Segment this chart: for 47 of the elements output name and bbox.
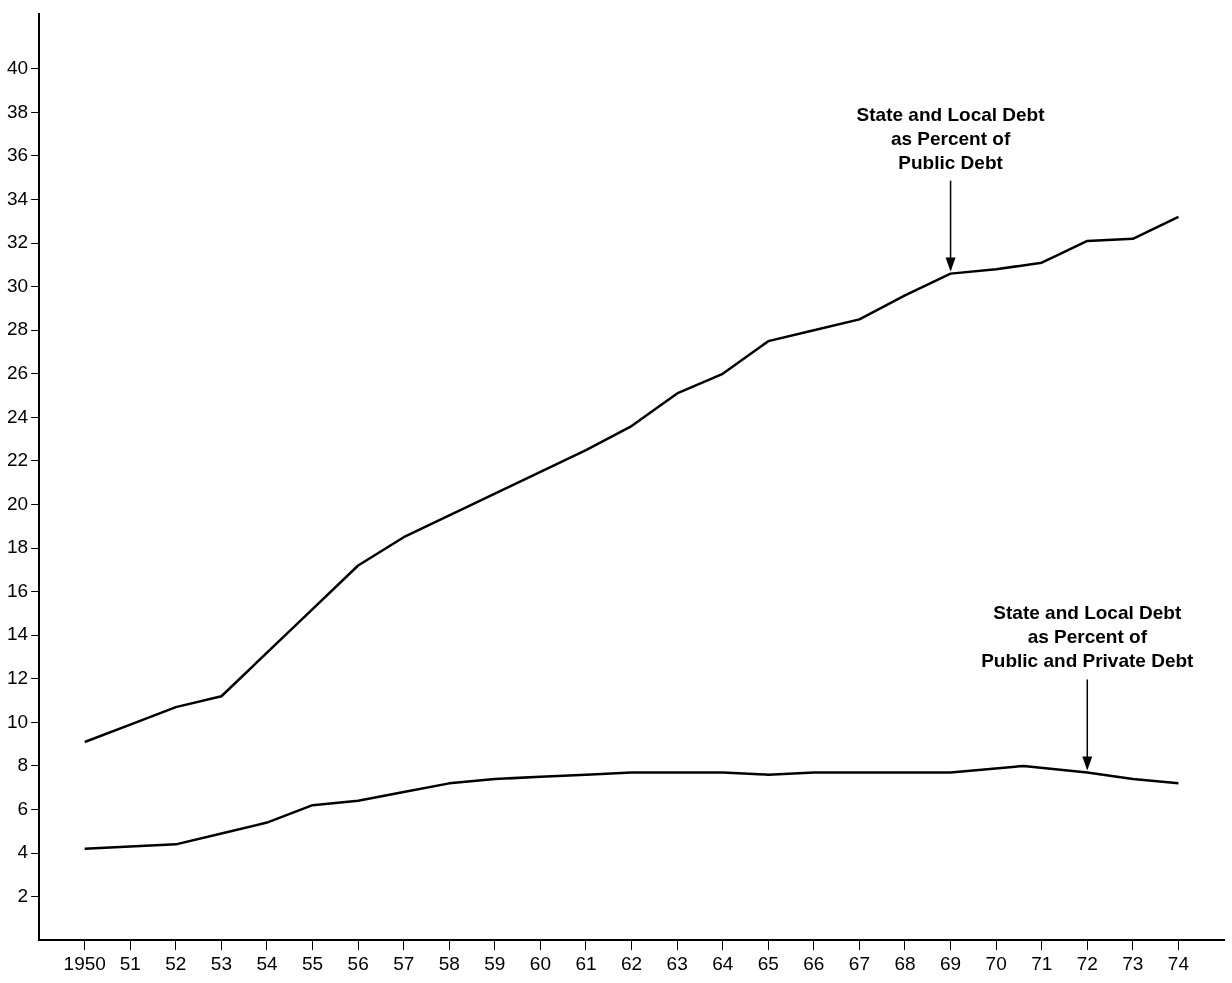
x-tick-label: 64 [712,952,734,974]
y-tick-label: 6 [17,797,29,819]
x-tick-label: 53 [210,952,232,974]
y-tick-label: 10 [6,710,29,732]
x-tick-label: 61 [575,952,597,974]
x-tick-label: 62 [621,952,643,974]
y-tick-label: 12 [6,667,29,689]
y-tick-label: 38 [6,100,29,122]
y-tick-label: 36 [6,144,29,166]
y-tick-label: 26 [6,362,29,384]
y-tick-label: 20 [6,492,29,514]
x-tick-label: 66 [803,952,825,974]
y-tick-label: 14 [6,623,29,645]
y-tick-label: 16 [6,579,29,601]
x-tick-label: 60 [529,952,551,974]
y-tick-label: 40 [6,57,29,79]
x-tick-label: 56 [347,952,369,974]
x-tick-label: 72 [1076,952,1098,974]
y-tick-label: 18 [6,536,29,558]
y-tick-label: 8 [17,754,29,776]
y-tick-label: 4 [17,841,29,863]
x-tick-label: 58 [438,952,460,974]
annotation: State and Local Debt as Percent of Public Debt [856,103,1046,173]
x-tick-label: 71 [1031,952,1053,974]
x-tick-label: 54 [256,952,278,974]
x-tick-label: 73 [1122,952,1144,974]
x-tick-label: 55 [301,952,324,974]
x-tick-label: 74 [1167,952,1190,974]
y-tick-label: 2 [17,884,29,906]
y-tick-label: 30 [6,274,29,296]
y-tick-label: 22 [6,449,29,471]
x-tick-label: 52 [165,952,187,974]
annotation: State and Local Debt as Percent of Public and Private Debt [981,602,1195,672]
x-tick-label: 70 [985,952,1007,974]
x-tick-label: 68 [894,952,916,974]
x-tick-label: 1950 [63,952,106,974]
x-tick-label: 57 [393,952,415,974]
y-tick-label: 34 [6,187,29,209]
y-tick-label: 24 [6,405,29,427]
x-tick-label: 69 [940,952,962,974]
x-tick-label: 51 [119,952,141,974]
y-tick-label: 28 [6,318,29,340]
x-tick-label: 65 [757,952,779,974]
x-tick-label: 63 [666,952,688,974]
x-tick-label: 59 [484,952,506,974]
y-tick-label: 32 [6,231,29,253]
x-tick-label: 67 [848,952,870,974]
